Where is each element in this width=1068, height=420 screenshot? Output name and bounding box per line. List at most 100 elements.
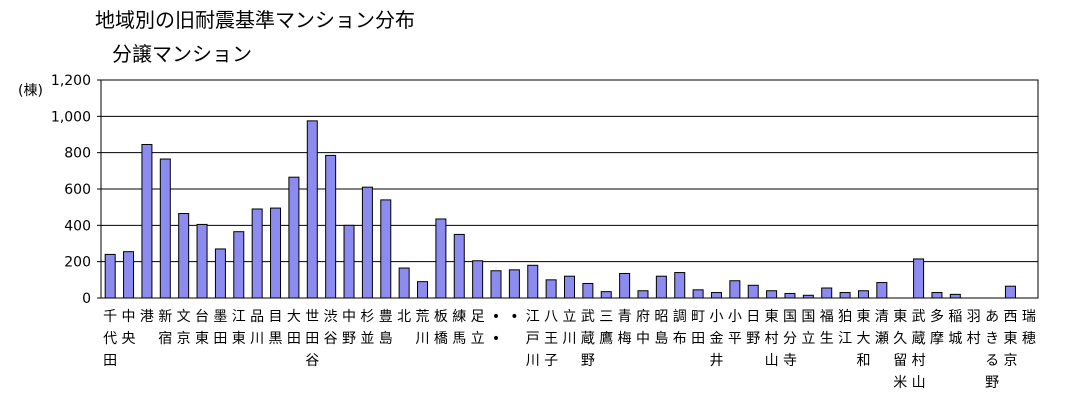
y-tick-label: 400 <box>64 218 91 234</box>
x-tick-label: 大田 <box>287 309 301 347</box>
bar <box>435 218 447 299</box>
x-tick-label: 府中 <box>636 309 650 347</box>
bar <box>159 158 171 299</box>
x-tick-label: 国分寺 <box>783 309 797 369</box>
x-tick-label: 東大和 <box>856 309 870 369</box>
x-tick-label: 北 <box>397 309 411 325</box>
bar <box>949 293 961 299</box>
x-tick-label: 昭島 <box>654 309 668 347</box>
x-tick-label: 武蔵村山 <box>912 309 926 391</box>
x-tick-label: 小平 <box>728 309 742 347</box>
bar <box>178 213 190 299</box>
x-tick-label: 狛江 <box>838 309 852 347</box>
x-tick-label: 江東 <box>232 309 246 347</box>
x-tick-label: 八王子 <box>544 309 558 369</box>
x-tick-label: 福生 <box>820 309 834 347</box>
bar <box>747 284 759 299</box>
bar <box>857 290 869 299</box>
bar <box>802 294 814 299</box>
bar <box>1004 285 1016 299</box>
x-tick-label: • <box>510 309 518 325</box>
bar <box>398 267 410 299</box>
y-axis-unit-label: (棟) <box>18 83 43 99</box>
x-tick-label: 調布 <box>673 309 687 347</box>
x-tick-label: 板橋 <box>434 309 448 347</box>
y-tick-label: 600 <box>64 182 91 198</box>
bar <box>214 248 226 299</box>
bar <box>692 289 704 299</box>
y-tick-label: 1,200 <box>51 73 91 89</box>
x-tick-label: 多摩 <box>930 308 944 347</box>
x-tick-label: 武蔵野 <box>581 309 595 369</box>
x-tick-label: 東久留米 <box>893 309 907 391</box>
y-tick-label: 0 <box>82 291 91 307</box>
x-tick-label: 千代田 <box>103 309 117 369</box>
bar <box>582 282 594 299</box>
x-tick-label: 荒川 <box>416 309 430 347</box>
bar <box>123 251 135 299</box>
x-tick-label: 杉並 <box>360 309 374 347</box>
x-tick-label: 墨田 <box>213 309 227 347</box>
x-tick-label: 文京 <box>177 309 191 347</box>
x-tick-label: 清瀬 <box>875 309 889 347</box>
x-tick-label: あきる野 <box>985 309 999 391</box>
bar <box>766 290 778 299</box>
x-tick-label: 稲城 <box>948 309 962 347</box>
x-tick-label: 目黒 <box>269 309 283 347</box>
bar <box>196 223 208 299</box>
bar <box>527 264 539 299</box>
bar <box>545 279 557 299</box>
x-tick-label: 国立 <box>801 309 815 347</box>
bar <box>270 207 282 299</box>
bar <box>417 281 429 299</box>
x-tick-label: 品川 <box>250 309 264 347</box>
bar <box>600 291 612 299</box>
bar <box>325 154 337 299</box>
x-tick-label: 豊島 <box>379 309 393 347</box>
bar <box>141 143 153 299</box>
bar <box>490 270 502 299</box>
bar <box>674 272 686 299</box>
x-tick-label: 渋谷 <box>324 309 338 347</box>
bar <box>619 272 631 299</box>
x-tick-label: 江戸川 <box>526 309 540 369</box>
bar <box>784 292 796 299</box>
x-tick-label: 西東京 <box>1003 309 1017 369</box>
bar <box>508 269 520 299</box>
chart-title: 地域別の旧耐震基準マンション分布 <box>95 8 415 32</box>
x-tick-label: 中野 <box>342 309 356 347</box>
x-tick-label: 羽村 <box>967 309 981 347</box>
bar <box>361 186 373 299</box>
bar <box>931 292 943 299</box>
x-tick-label: 世田谷 <box>305 309 319 369</box>
bar <box>710 292 722 299</box>
bar <box>104 253 116 299</box>
y-tick-label: 200 <box>64 255 91 271</box>
bar <box>655 275 667 299</box>
x-tick-label: 瑞穂 <box>1022 309 1036 347</box>
bar <box>233 231 245 299</box>
x-tick-label: 台東 <box>195 309 209 347</box>
bar <box>453 233 465 299</box>
bar <box>380 199 392 299</box>
y-tick-label: 1,000 <box>51 109 91 125</box>
x-tick-label: 小金井 <box>709 309 723 369</box>
bar <box>637 290 649 299</box>
x-tick-label: 中央 <box>122 309 136 347</box>
x-tick-label: 足立 <box>471 309 485 347</box>
bar <box>913 258 925 299</box>
chart-subtitle: 分譲マンション <box>112 42 252 66</box>
bar <box>729 280 741 299</box>
x-tick-label: 港 <box>140 309 154 325</box>
bar <box>288 176 300 299</box>
x-tick-label: 練馬 <box>452 309 466 347</box>
bar <box>876 282 888 299</box>
bar <box>564 275 575 299</box>
x-tick-label: 日野 <box>746 309 760 347</box>
x-tick-label: 青梅 <box>618 309 632 347</box>
x-tick-label: 町田 <box>691 309 705 347</box>
x-tick-label: 立川 <box>563 309 577 347</box>
bar <box>839 292 851 299</box>
bar <box>343 224 355 299</box>
